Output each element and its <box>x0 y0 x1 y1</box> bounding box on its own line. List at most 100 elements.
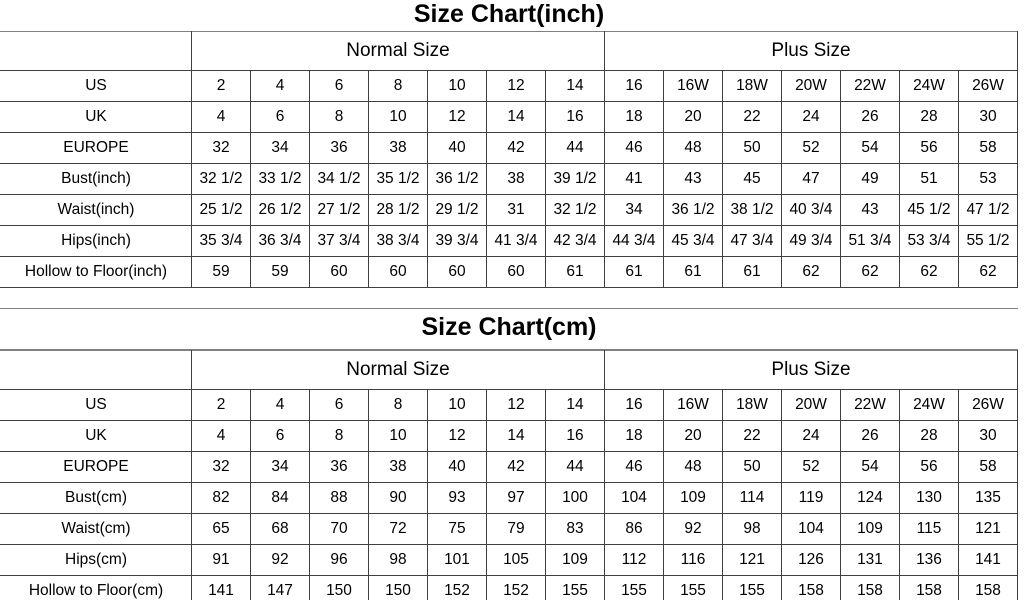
data-cell: 36 <box>309 451 369 483</box>
data-cell: 96 <box>309 544 369 576</box>
data-cell: 46 <box>604 451 664 483</box>
data-cell: 65 <box>191 513 251 545</box>
data-cell: 28 <box>899 101 959 133</box>
data-cell: 135 <box>958 482 1018 514</box>
data-cell: 150 <box>309 575 369 600</box>
table-row: UK 4 6 8 10 12 14 16 18 20 22 24 26 28 3… <box>0 101 1018 133</box>
row-label: Waist(cm) <box>0 513 192 545</box>
data-cell: 112 <box>604 544 664 576</box>
size-chart-inch-block: Size Chart(inch) Normal Size Plus Size U… <box>0 0 1018 288</box>
data-cell: 38 1/2 <box>722 194 782 226</box>
data-cell: 58 <box>958 132 1018 164</box>
row-label: US <box>0 389 192 421</box>
data-cell: 30 <box>958 101 1018 133</box>
data-cell: 86 <box>604 513 664 545</box>
data-cell: 59 <box>191 256 251 288</box>
cm-group-corner-cell <box>0 350 192 390</box>
data-cell: 59 <box>250 256 310 288</box>
data-cell: 90 <box>368 482 428 514</box>
inch-group-corner-cell <box>0 31 192 71</box>
data-cell: 39 1/2 <box>545 163 605 195</box>
data-cell: 2 <box>191 389 251 421</box>
data-cell: 60 <box>368 256 428 288</box>
data-cell: 44 <box>545 451 605 483</box>
data-cell: 52 <box>781 451 841 483</box>
data-cell: 47 <box>781 163 841 195</box>
table-row: EUROPE 32 34 36 38 40 42 44 46 48 50 52 … <box>0 132 1018 164</box>
data-cell: 38 3/4 <box>368 225 428 257</box>
data-cell: 51 3/4 <box>840 225 900 257</box>
data-cell: 6 <box>250 420 310 452</box>
data-cell: 158 <box>958 575 1018 600</box>
data-cell: 40 <box>427 132 487 164</box>
data-cell: 61 <box>545 256 605 288</box>
data-cell: 31 <box>486 194 546 226</box>
data-cell: 54 <box>840 451 900 483</box>
data-cell: 72 <box>368 513 428 545</box>
data-cell: 56 <box>899 132 959 164</box>
data-cell: 62 <box>781 256 841 288</box>
inch-group-header-row: Normal Size Plus Size <box>0 31 1018 71</box>
data-cell: 48 <box>663 132 723 164</box>
data-cell: 26W <box>958 70 1018 102</box>
data-cell: 8 <box>309 101 369 133</box>
row-label: EUROPE <box>0 132 192 164</box>
data-cell: 20W <box>781 389 841 421</box>
data-cell: 32 <box>191 132 251 164</box>
data-cell: 152 <box>486 575 546 600</box>
data-cell: 88 <box>309 482 369 514</box>
data-cell: 60 <box>309 256 369 288</box>
data-cell: 152 <box>427 575 487 600</box>
table-row: Waist(cm) 65 68 70 72 75 79 83 86 92 98 … <box>0 513 1018 545</box>
inch-group-header-plus: Plus Size <box>604 31 1018 71</box>
data-cell: 30 <box>958 420 1018 452</box>
row-label: Hips(cm) <box>0 544 192 576</box>
data-cell: 50 <box>722 451 782 483</box>
data-cell: 26 <box>840 101 900 133</box>
data-cell: 2 <box>191 70 251 102</box>
data-cell: 10 <box>427 389 487 421</box>
data-cell: 18 <box>604 101 664 133</box>
data-cell: 24 <box>781 101 841 133</box>
data-cell: 16 <box>604 70 664 102</box>
data-cell: 119 <box>781 482 841 514</box>
data-cell: 16 <box>604 389 664 421</box>
data-cell: 10 <box>368 420 428 452</box>
data-cell: 26 1/2 <box>250 194 310 226</box>
data-cell: 10 <box>427 70 487 102</box>
data-cell: 48 <box>663 451 723 483</box>
data-cell: 16 <box>545 101 605 133</box>
data-cell: 61 <box>604 256 664 288</box>
data-cell: 25 1/2 <box>191 194 251 226</box>
data-cell: 4 <box>250 70 310 102</box>
data-cell: 62 <box>840 256 900 288</box>
data-cell: 68 <box>250 513 310 545</box>
data-cell: 37 3/4 <box>309 225 369 257</box>
data-cell: 36 <box>309 132 369 164</box>
data-cell: 34 <box>250 451 310 483</box>
data-cell: 121 <box>722 544 782 576</box>
data-cell: 39 3/4 <box>427 225 487 257</box>
table-row: Hips(cm) 91 92 96 98 101 105 109 112 116… <box>0 544 1018 576</box>
data-cell: 35 3/4 <box>191 225 251 257</box>
row-label: Bust(cm) <box>0 482 192 514</box>
data-cell: 42 <box>486 451 546 483</box>
size-chart-cm-block: Size Chart(cm) Normal Size Plus Size US … <box>0 308 1018 600</box>
data-cell: 43 <box>840 194 900 226</box>
inch-table-body: Normal Size Plus Size US 2 4 6 8 10 12 1… <box>0 31 1018 288</box>
data-cell: 38 <box>486 163 546 195</box>
data-cell: 40 3/4 <box>781 194 841 226</box>
data-cell: 79 <box>486 513 546 545</box>
data-cell: 45 3/4 <box>663 225 723 257</box>
row-label: EUROPE <box>0 451 192 483</box>
cm-group-header-row: Normal Size Plus Size <box>0 350 1018 390</box>
data-cell: 34 <box>250 132 310 164</box>
data-cell: 45 <box>722 163 782 195</box>
data-cell: 158 <box>840 575 900 600</box>
data-cell: 155 <box>545 575 605 600</box>
data-cell: 55 1/2 <box>958 225 1018 257</box>
data-cell: 8 <box>368 70 428 102</box>
data-cell: 12 <box>486 70 546 102</box>
data-cell: 16 <box>545 420 605 452</box>
